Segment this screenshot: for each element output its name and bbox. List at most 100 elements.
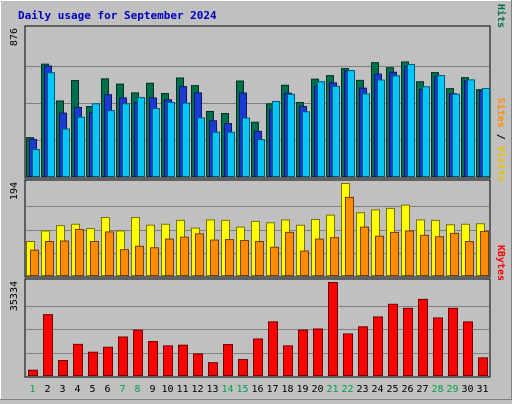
panel-hits: 876 Pages / Files / Hits (9, 0, 507, 179)
bar-sites-day-8 (135, 245, 144, 276)
x-tick-label: 8 (134, 384, 140, 395)
x-tick-label: 12 (191, 384, 203, 395)
x-tick-label: 15 (236, 384, 248, 395)
panel-visits: 194 Sites / Visits (9, 98, 507, 278)
bar-pages-day-30 (467, 79, 475, 177)
series-label: KBytes (495, 245, 506, 281)
x-tick-label: 28 (431, 384, 443, 395)
x-tick-label: 6 (104, 384, 110, 395)
x-tick-label: 22 (341, 384, 353, 395)
bar-sites-day-20 (315, 238, 324, 276)
x-tick-label: 21 (326, 384, 338, 395)
bar-pages-day-31 (482, 87, 490, 177)
bar-pages-day-7 (122, 103, 130, 177)
y-max-label: 35334 (9, 281, 20, 311)
bar-pages-day-27 (422, 86, 430, 177)
bar-sites-day-16 (255, 241, 264, 277)
x-tick-label: 4 (74, 384, 80, 395)
bar-pages-day-10 (167, 101, 175, 177)
bar-sites-day-5 (90, 241, 99, 277)
bar-pages-day-4 (77, 116, 85, 177)
x-tick-label: 13 (206, 384, 218, 395)
bar-kbytes-day-19 (298, 329, 308, 376)
bar-pages-day-15 (242, 117, 250, 177)
bar-kbytes-day-31 (478, 357, 488, 377)
x-tick-label: 3 (59, 384, 65, 395)
bar-pages-day-3 (62, 128, 70, 177)
bar-sites-day-22 (345, 196, 354, 277)
bar-pages-day-22 (347, 70, 355, 177)
bar-kbytes-day-12 (193, 353, 203, 377)
bar-sites-day-28 (435, 236, 444, 276)
bar-pages-day-11 (182, 102, 190, 177)
x-tick-label: 30 (461, 384, 473, 395)
bar-kbytes-day-2 (43, 314, 53, 376)
bar-kbytes-day-13 (208, 362, 218, 377)
x-tick-label: 1 (29, 384, 35, 395)
bar-pages-day-21 (332, 85, 340, 177)
bar-kbytes-day-8 (133, 329, 143, 376)
bar-kbytes-day-27 (418, 298, 428, 377)
bar-kbytes-day-26 (403, 307, 413, 376)
x-tick-label: 16 (251, 384, 263, 395)
bar-kbytes-day-20 (313, 328, 323, 377)
x-tick-label: 11 (176, 384, 188, 395)
x-tick-label: 5 (89, 384, 95, 395)
bar-sites-day-7 (120, 249, 129, 276)
bar-sites-day-15 (240, 240, 249, 276)
bar-kbytes-day-16 (253, 338, 263, 376)
bar-pages-day-24 (377, 79, 385, 177)
y-max-label: 194 (9, 182, 20, 200)
bar-sites-day-2 (45, 241, 54, 277)
bar-sites-day-17 (270, 246, 279, 277)
bar-kbytes-day-17 (268, 321, 278, 376)
x-tick-label: 25 (386, 384, 398, 395)
x-tick-label: 29 (446, 384, 458, 395)
x-tick-label: 23 (356, 384, 368, 395)
bar-pages-day-12 (197, 117, 205, 178)
bar-sites-day-4 (75, 229, 84, 276)
bar-kbytes-day-4 (73, 343, 83, 377)
bar-kbytes-day-5 (88, 351, 98, 377)
bar-kbytes-day-30 (463, 321, 473, 376)
series-label: / (495, 128, 506, 146)
bar-sites-day-24 (375, 235, 384, 277)
bar-pages-day-14 (227, 131, 235, 178)
x-tick-label: 9 (149, 384, 155, 395)
x-tick-label: 20 (311, 384, 323, 395)
bar-kbytes-day-21 (328, 282, 338, 376)
bar-kbytes-day-7 (118, 336, 128, 377)
bar-sites-day-6 (105, 231, 114, 276)
chart-title: Daily usage for September 2024 (18, 9, 217, 22)
bar-sites-day-1 (30, 249, 39, 276)
bar-pages-day-9 (152, 108, 160, 177)
x-tick-label: 18 (281, 384, 293, 395)
bar-sites-day-30 (465, 241, 474, 277)
series-labels: Pages / Files / Hits (495, 0, 507, 28)
bar-sites-day-21 (330, 237, 339, 276)
x-tick-label: 17 (266, 384, 278, 395)
bar-sites-day-26 (405, 230, 414, 276)
bar-kbytes-day-10 (163, 345, 173, 376)
bar-sites-day-27 (420, 234, 429, 276)
bar-pages-day-23 (362, 93, 370, 177)
bar-pages-day-2 (47, 72, 55, 177)
bar-kbytes-day-11 (178, 344, 188, 377)
bar-sites-day-14 (225, 239, 234, 277)
x-tick-label: 14 (221, 384, 233, 395)
bar-pages-day-13 (212, 131, 220, 178)
bar-pages-day-26 (407, 63, 415, 177)
bar-kbytes-day-14 (223, 344, 233, 377)
bar-kbytes-day-18 (283, 345, 293, 376)
x-tick-label: 24 (371, 384, 383, 395)
series-label: Sites (495, 98, 507, 128)
y-max-label: 876 (9, 28, 20, 46)
series-labels: Sites / Visits (495, 98, 507, 182)
bar-pages-day-19 (302, 111, 310, 177)
bar-sites-day-18 (285, 231, 294, 277)
bar-kbytes-day-15 (238, 359, 248, 376)
series-label: / (495, 0, 506, 4)
bar-sites-day-31 (480, 230, 489, 276)
